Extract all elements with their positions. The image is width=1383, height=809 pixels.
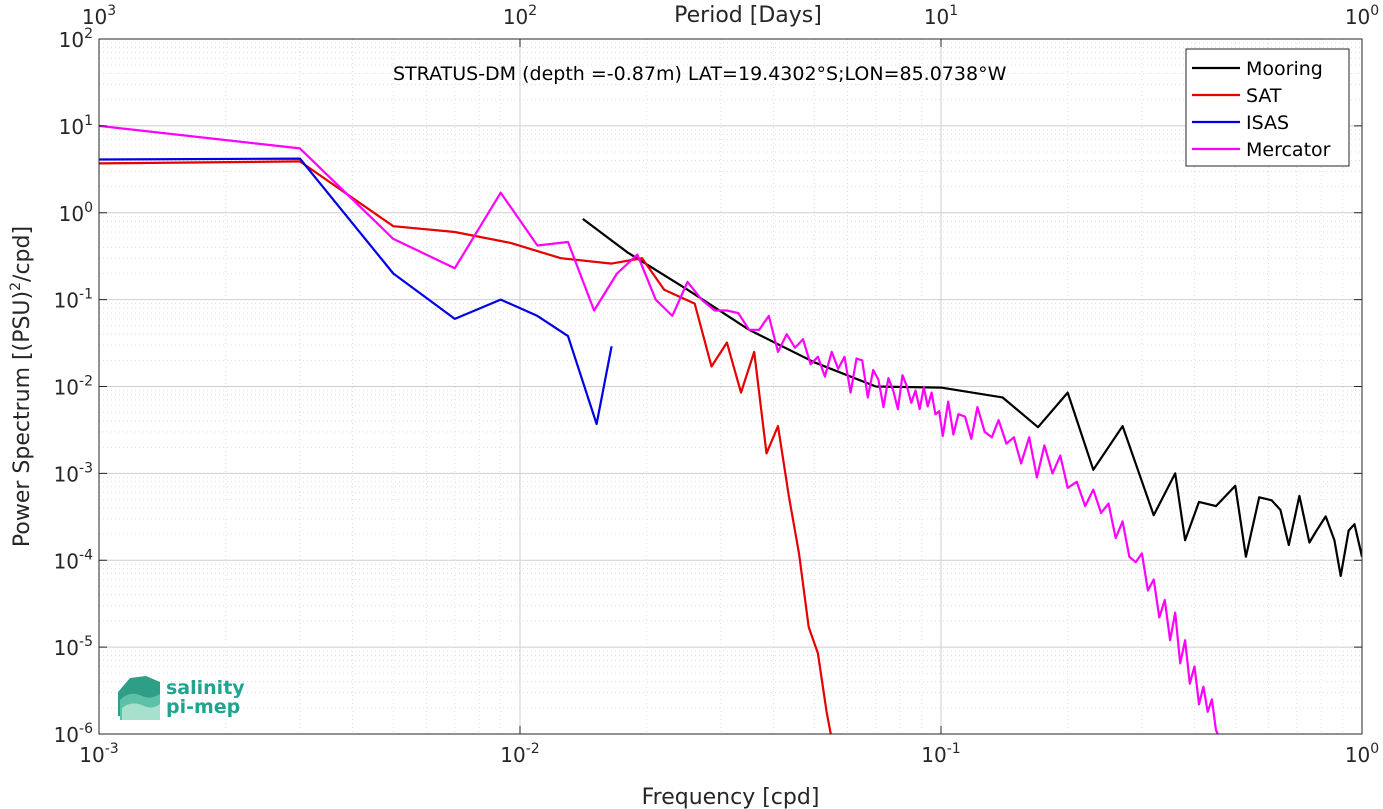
- legend-label: Mooring: [1246, 58, 1323, 80]
- ticks: [98, 38, 1363, 735]
- y-tick-label: 101: [59, 113, 93, 139]
- top-tick-label: 103: [82, 3, 116, 29]
- y-axis-label-main: Power Spectrum [(PSU): [10, 291, 35, 547]
- series-line-isas: [99, 157, 613, 426]
- legend-label: Mercator: [1246, 139, 1331, 161]
- x-tick-label: 10-3: [79, 741, 118, 767]
- y-axis-label-superscript: 2: [8, 282, 24, 291]
- y-tick-label: 10-5: [54, 634, 93, 660]
- top-tick-labels: 103 102 101 100: [82, 3, 1379, 29]
- logo-line2: pi-mep: [166, 696, 240, 718]
- y-tick-label: 10-1: [54, 287, 93, 313]
- top-tick-label: 102: [503, 3, 537, 29]
- legend-label: SAT: [1246, 85, 1282, 107]
- salinity-pi-mep-logo: salinity pi-mep: [118, 676, 245, 720]
- logo-line1: salinity: [166, 677, 245, 699]
- chart-annotation: STRATUS-DM (depth =-0.87m) LAT=19.4302°S…: [393, 63, 1007, 85]
- legend: Mooring SAT ISAS Mercator: [1185, 48, 1350, 167]
- y-tick-labels: 102 101 100 10-1 10-2 10-3 10-4 10-5 10-6: [54, 26, 94, 747]
- top-tick-label: 100: [1345, 3, 1379, 29]
- y-tick-label: 10-3: [54, 460, 93, 486]
- y-tick-label: 10-6: [54, 721, 94, 747]
- x-axis-label: Frequency [cpd]: [642, 785, 820, 809]
- y-axis-label: Power Spectrum [(PSU)2/cpd]: [8, 226, 35, 547]
- y-tick-label: 102: [59, 26, 93, 52]
- y-tick-label: 10-2: [54, 374, 93, 400]
- y-axis-label-tail: /cpd]: [10, 226, 35, 282]
- x-tick-label: 100: [1345, 741, 1379, 767]
- y-tick-label: 10-4: [54, 547, 94, 573]
- minor-grid: [99, 39, 1362, 734]
- y-tick-label: 100: [59, 200, 93, 226]
- legend-label: ISAS: [1246, 112, 1289, 134]
- series-layer: [99, 124, 1362, 734]
- x-tick-labels: 10-3 10-2 10-1 100: [79, 741, 1379, 767]
- series-line-mooring: [582, 218, 1362, 578]
- series-line-sat: [99, 160, 832, 734]
- x-tick-label: 10-2: [500, 741, 539, 767]
- top-axis-label: Period [Days]: [674, 3, 822, 28]
- top-tick-label: 101: [924, 3, 958, 29]
- series-line-mercator: [99, 124, 1220, 734]
- logo-waves-icon: [118, 676, 160, 720]
- x-tick-label: 10-1: [921, 741, 960, 767]
